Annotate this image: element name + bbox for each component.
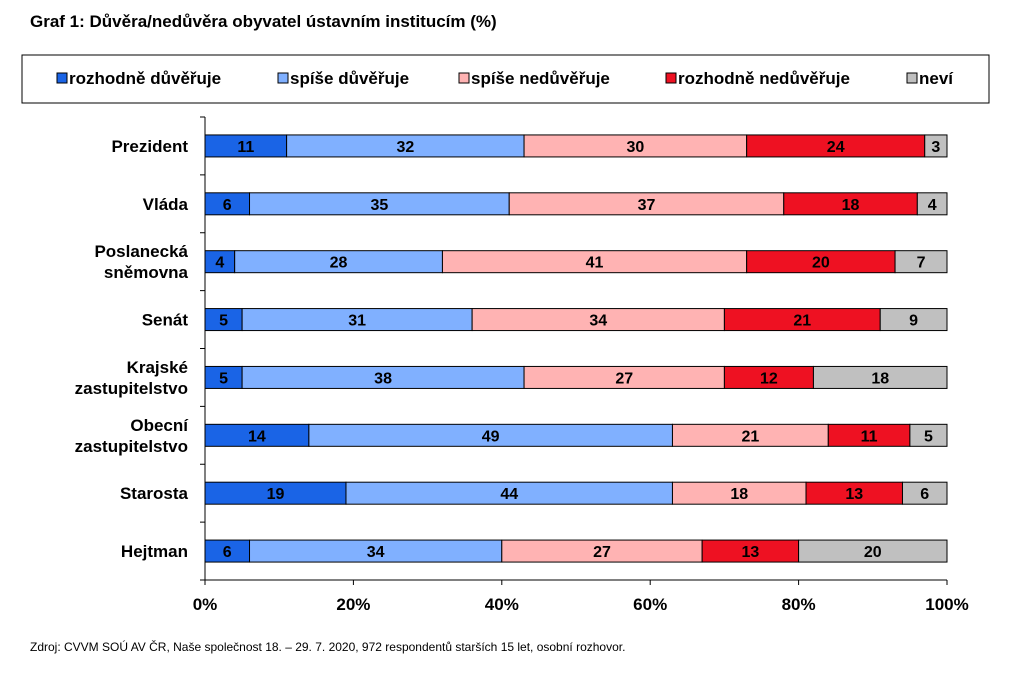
category-label: Prezident: [111, 137, 188, 156]
bar-segment: [924, 134, 948, 158]
data-label: 9: [909, 313, 918, 330]
data-label: 4: [215, 255, 224, 272]
data-label: 13: [741, 544, 759, 561]
data-label: 49: [482, 428, 500, 445]
category-label: Senát: [142, 311, 189, 330]
data-label: 7: [917, 255, 926, 272]
chart-title: Graf 1: Důvěra/nedůvěra obyvatel ústavní…: [30, 12, 497, 31]
x-tick-label: 60%: [633, 595, 667, 614]
data-label: 21: [793, 313, 811, 330]
x-tick-label: 0%: [193, 595, 218, 614]
data-label: 12: [760, 370, 778, 387]
data-label: 4: [928, 197, 937, 214]
data-label: 44: [500, 486, 518, 503]
data-label: 14: [248, 428, 266, 445]
bar-segment: [812, 365, 948, 389]
category-label: Poslanecká sněmovna: [94, 242, 188, 282]
data-label: 13: [845, 486, 863, 503]
data-label: 41: [586, 255, 604, 272]
data-label: 27: [615, 370, 633, 387]
x-tick-label: 40%: [485, 595, 519, 614]
bar-segment: [916, 192, 948, 216]
bar-segment: [894, 250, 948, 274]
data-label: 20: [812, 255, 830, 272]
data-label: 32: [396, 139, 414, 156]
bars: 11 32 30 24 36 35 37 18 44 28 41 20 75 31 34 21 95 38 27 12…: [204, 134, 948, 563]
data-label: 18: [730, 486, 748, 503]
legend-label: spíše nedůvěřuje: [471, 69, 610, 88]
legend-swatch: [56, 72, 68, 84]
legend-swatch: [665, 72, 677, 84]
legend-label: rozhodně důvěřuje: [69, 69, 221, 88]
data-label: 5: [219, 370, 228, 387]
data-label: 28: [330, 255, 348, 272]
x-tick-label: 80%: [782, 595, 816, 614]
data-label: 34: [589, 313, 607, 330]
data-label: 27: [593, 544, 611, 561]
data-label: 30: [626, 139, 644, 156]
legend-label: spíše důvěřuje: [290, 69, 409, 88]
data-label: 3: [931, 139, 940, 156]
category-label: Vláda: [143, 195, 189, 214]
data-label: 18: [842, 197, 860, 214]
data-label: 24: [827, 139, 845, 156]
data-label: 37: [638, 197, 656, 214]
bar-segment: [879, 308, 948, 332]
legend-swatch: [277, 72, 289, 84]
category-labels: Prezident Vláda Poslanecká sněmovna Senát Kra…: [75, 137, 190, 561]
bar-segment: [909, 423, 948, 447]
data-label: 38: [374, 370, 392, 387]
legend-swatch: [906, 72, 918, 84]
legend: rozhodně důvěřuje spíše důvěřuje spíše ned…: [21, 54, 990, 104]
data-label: 31: [348, 313, 366, 330]
data-label: 6: [223, 197, 232, 214]
data-label: 6: [223, 544, 232, 561]
bar-segment: [798, 539, 948, 563]
category-label: Obecní zastupitelstvo: [75, 416, 190, 456]
data-label: 11: [237, 139, 254, 156]
bar-segment: [901, 481, 948, 505]
x-axis: 0% 20% 40% 60% 80% 100%: [193, 116, 969, 614]
x-tick-label: 100%: [925, 595, 968, 614]
category-label: Starosta: [120, 484, 189, 503]
legend-swatch: [458, 72, 470, 84]
data-label: 6: [920, 486, 929, 503]
data-label: 18: [871, 370, 889, 387]
legend-label: neví: [919, 69, 954, 88]
legend-box: [21, 54, 990, 104]
data-label: 11: [861, 428, 878, 445]
data-label: 5: [924, 428, 933, 445]
category-label: Krajské zastupitelstvo: [75, 358, 188, 398]
data-label: 19: [267, 486, 285, 503]
data-label: 20: [864, 544, 882, 561]
data-label: 21: [741, 428, 759, 445]
x-tick-label: 20%: [336, 595, 370, 614]
category-label: Hejtman: [121, 542, 188, 561]
data-label: 34: [367, 544, 385, 561]
legend-label: rozhodně nedůvěřuje: [678, 69, 850, 88]
data-label: 35: [370, 197, 388, 214]
data-label: 5: [219, 313, 228, 330]
chart-source: Zdroj: CVVM SOÚ AV ČR, Naše společnost 1…: [30, 640, 626, 654]
